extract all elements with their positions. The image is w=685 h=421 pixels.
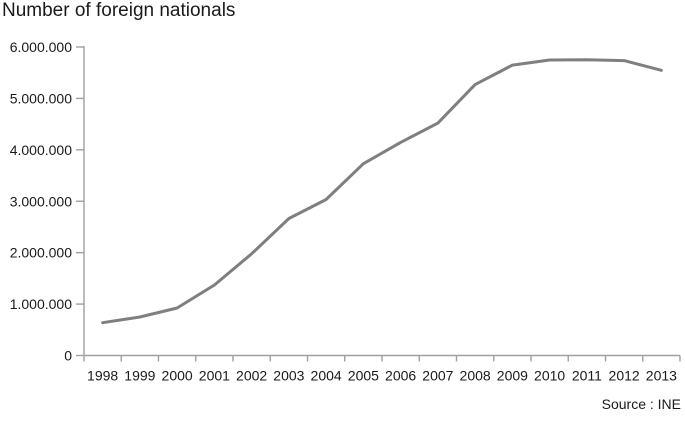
x-tick-label: 2013 [646, 368, 677, 384]
source-label: Source : INE [601, 396, 681, 412]
x-tick-label: 2001 [199, 368, 230, 384]
x-tick-label: 2005 [348, 368, 379, 384]
y-tick-label: 3.000.000 [10, 193, 72, 209]
y-tick-label: 4.000.000 [10, 142, 72, 158]
x-tick-label: 2011 [572, 368, 602, 384]
x-tick-label: 2002 [236, 368, 267, 384]
x-tick-label: 2000 [162, 368, 193, 384]
x-tick-label: 2008 [460, 368, 491, 384]
x-tick-label: 2006 [385, 368, 416, 384]
x-tick-label: 1998 [87, 368, 118, 384]
x-tick-label: 2004 [311, 368, 342, 384]
x-tick-label: 2009 [497, 368, 528, 384]
x-tick-label: 2007 [422, 368, 453, 384]
x-tick-label: 2003 [273, 368, 304, 384]
y-tick-label: 1.000.000 [10, 296, 72, 312]
y-tick-label: 6.000.000 [10, 39, 72, 55]
x-tick-label: 1999 [124, 368, 155, 384]
data-line [101, 58, 663, 325]
chart-title: Number of foreign nationals [2, 0, 236, 21]
y-tick-label: 5.000.000 [10, 90, 72, 106]
x-tick-label: 2012 [609, 368, 640, 384]
x-tick-label: 2010 [534, 368, 565, 384]
y-tick-label: 0 [64, 348, 72, 364]
y-tick-label: 2.000.000 [10, 245, 72, 261]
